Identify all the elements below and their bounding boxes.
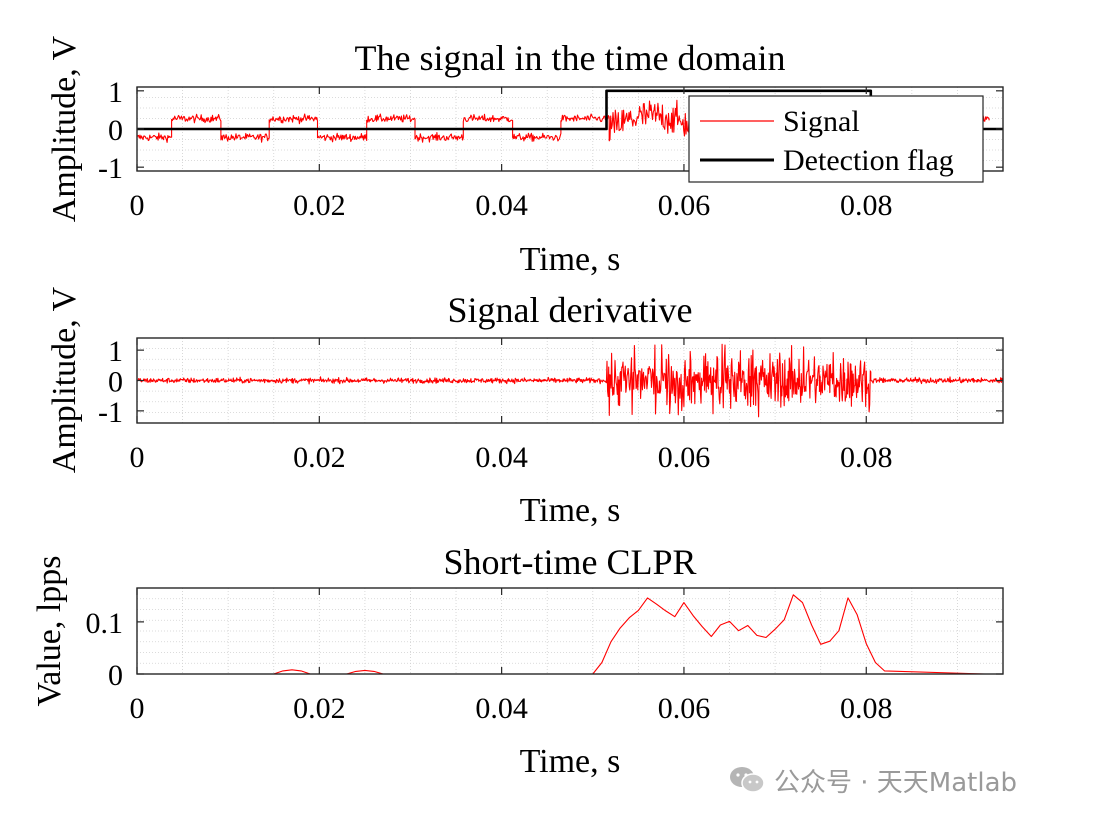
tick-marks: 0 0.02 0.04 0.06 0.08-101 — [98, 76, 1003, 222]
series-line-signal-2 — [146, 594, 985, 675]
subplot-signal-time-domain: 0 0.02 0.04 0.06 0.08-101 The signal in the … — [46, 35, 1004, 278]
x-axis-label: Time, s — [520, 241, 621, 278]
subplot-title: Signal derivative — [448, 290, 693, 330]
legend: Signal Detection flag — [688, 95, 984, 183]
x-tick-label: 0.06 — [658, 692, 711, 725]
x-tick-label: 0.08 — [840, 692, 893, 725]
x-tick-label: 0 — [130, 189, 145, 222]
x-tick-label: 0.08 — [840, 441, 893, 474]
x-tick-label: 0.02 — [293, 692, 346, 725]
y-tick-label: -1 — [98, 396, 123, 429]
x-tick-label: 0.04 — [475, 189, 528, 222]
series-line-signal-1 — [136, 343, 1004, 418]
x-tick-label: 0.02 — [293, 189, 346, 222]
y-tick-label: 0 — [108, 366, 123, 399]
watermark-text: 公众号 · 天天Matlab — [774, 767, 1018, 798]
x-tick-label: 0 — [130, 692, 145, 725]
y-tick-label: 0 — [108, 659, 123, 692]
series-group — [136, 343, 1004, 418]
subplot-title: Short-time CLPR — [443, 542, 696, 582]
x-tick-label: 0 — [130, 441, 145, 474]
y-axis-label: Amplitude, V — [46, 286, 83, 473]
y-axis-label: Amplitude, V — [46, 35, 83, 222]
y-tick-label: 0.1 — [86, 607, 124, 640]
y-tick-label: 1 — [108, 76, 123, 109]
tick-marks: 0 0.02 0.04 0.06 0.08-101 — [98, 335, 1003, 474]
subplot-title: The signal in the time domain — [355, 38, 786, 78]
subplot-signal-derivative: 0 0.02 0.04 0.06 0.08-101 Signal derivative … — [46, 286, 1004, 529]
wechat-icon — [730, 767, 765, 793]
subplot-short-time-clpr: 0 0.02 0.04 0.06 0.08 0 0.1 Short-time CLPR Ti… — [31, 542, 1004, 780]
legend-box — [688, 95, 984, 183]
x-tick-label: 0.06 — [658, 441, 711, 474]
x-axis-label: Time, s — [520, 492, 621, 529]
axes-box — [136, 587, 1004, 675]
y-tick-label: 0 — [108, 114, 123, 147]
x-tick-label: 0.08 — [840, 189, 893, 222]
watermark: 公众号 · 天天Matlab — [728, 760, 1017, 800]
x-tick-label: 0.04 — [475, 441, 528, 474]
y-tick-label: -1 — [98, 152, 123, 185]
x-tick-label: 0.02 — [293, 441, 346, 474]
legend-entry-detection-flag: Detection flag — [783, 144, 954, 177]
series-group — [146, 594, 985, 675]
x-axis-label: Time, s — [520, 743, 621, 780]
y-axis-label: Value, lpps — [31, 555, 68, 706]
y-tick-label: 1 — [108, 335, 123, 368]
tick-marks: 0 0.02 0.04 0.06 0.08 0 0.1 — [86, 588, 1003, 725]
x-tick-label: 0.06 — [658, 189, 711, 222]
x-tick-label: 0.04 — [475, 692, 528, 725]
legend-entry-signal: Signal — [783, 105, 860, 138]
